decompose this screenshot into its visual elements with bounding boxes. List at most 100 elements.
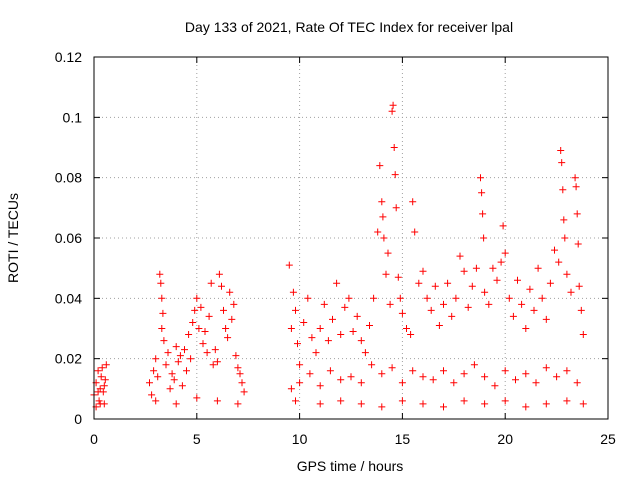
data-point <box>407 331 415 338</box>
data-point <box>501 249 509 257</box>
data-point <box>304 294 312 302</box>
data-point <box>199 340 207 348</box>
data-point <box>292 397 299 405</box>
data-point <box>526 285 534 293</box>
data-point <box>312 349 320 357</box>
data-point <box>388 107 396 115</box>
x-tick-label: 0 <box>90 431 98 447</box>
data-point <box>150 367 158 375</box>
data-point <box>166 385 174 393</box>
data-point <box>232 352 240 360</box>
data-point <box>324 337 332 345</box>
data-point <box>154 373 162 381</box>
data-point <box>382 270 390 278</box>
data-point <box>470 361 478 369</box>
data-point <box>101 376 109 384</box>
data-point <box>429 376 437 384</box>
data-point <box>542 364 550 372</box>
data-point <box>94 367 102 375</box>
data-point <box>560 216 568 224</box>
data-point <box>174 358 182 366</box>
data-point <box>228 315 236 323</box>
data-point <box>479 210 487 218</box>
data-point <box>563 367 571 375</box>
data-point <box>236 370 244 378</box>
data-point <box>575 282 583 290</box>
data-point <box>349 328 357 335</box>
data-point <box>170 376 178 384</box>
data-point <box>213 358 221 366</box>
x-tick-label: 20 <box>497 431 513 447</box>
data-point <box>559 186 567 194</box>
data-point <box>234 364 242 372</box>
data-point <box>452 294 460 302</box>
data-point <box>218 282 225 290</box>
data-point <box>388 364 396 372</box>
data-point <box>164 349 172 357</box>
data-point <box>162 361 170 369</box>
data-point <box>542 400 550 408</box>
data-point <box>380 234 388 242</box>
data-point <box>191 306 199 314</box>
data-point <box>512 376 519 384</box>
data-point <box>238 379 246 387</box>
data-point <box>542 315 550 323</box>
data-point <box>440 300 447 308</box>
data-point <box>493 276 501 284</box>
data-point <box>518 300 526 308</box>
data-point <box>571 174 579 182</box>
data-point <box>478 189 486 197</box>
data-point <box>409 367 417 375</box>
data-point <box>497 258 505 266</box>
data-point <box>160 337 168 345</box>
data-point <box>514 276 521 284</box>
data-point <box>378 370 386 378</box>
data-point <box>353 312 361 320</box>
axis-ticks: 0 5 10 15 20 25 0 0.02 0.04 0.06 0.08 0.1 0.12 <box>55 49 616 447</box>
data-point <box>308 334 316 342</box>
data-point <box>398 397 406 405</box>
data-point <box>347 373 355 381</box>
data-point <box>577 306 585 314</box>
data-point <box>368 361 376 369</box>
data-point <box>146 379 153 387</box>
data-point <box>534 264 542 272</box>
y-axis-label: ROTI / TECUs <box>5 193 21 283</box>
x-tick-label: 10 <box>292 431 308 447</box>
data-point <box>440 403 447 411</box>
data-point <box>300 319 308 326</box>
data-point <box>555 258 563 266</box>
data-point <box>195 325 203 332</box>
data-point <box>396 294 404 302</box>
data-point <box>98 364 106 372</box>
data-point <box>158 294 166 302</box>
data-point <box>222 325 230 332</box>
y-tick-label: 0.02 <box>55 351 82 367</box>
data-point <box>419 400 427 408</box>
data-point <box>193 394 201 402</box>
data-point <box>394 273 402 281</box>
data-point <box>157 279 165 287</box>
data-point <box>215 270 223 278</box>
y-tick-label: 0.06 <box>55 230 82 246</box>
data-point <box>178 382 186 390</box>
data-point <box>460 397 468 405</box>
data-point <box>468 282 476 290</box>
data-point <box>316 325 324 332</box>
data-point <box>197 303 205 311</box>
data-point <box>419 267 427 275</box>
data-point <box>158 325 166 332</box>
data-point <box>172 400 180 408</box>
data-point <box>287 385 295 393</box>
data-point <box>357 379 365 387</box>
data-point <box>226 288 234 296</box>
data-point <box>366 322 373 329</box>
data-point <box>501 367 509 375</box>
data-point <box>509 312 517 320</box>
data-point <box>409 198 417 206</box>
data-point <box>489 264 497 272</box>
data-point <box>384 249 392 257</box>
data-point <box>450 379 458 387</box>
data-point <box>378 198 386 206</box>
